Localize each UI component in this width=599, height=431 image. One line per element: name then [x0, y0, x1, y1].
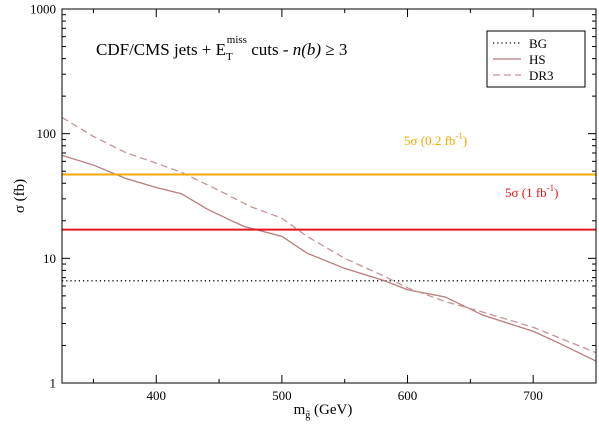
- y-tick-label: 1000: [30, 2, 56, 17]
- legend-label-hs: HS: [529, 52, 546, 67]
- axes-layer: 400 500 600 700 1 10 100 1000 mg̃ (GeV) σ (fb): [12, 2, 597, 421]
- series-layer: [62, 116, 596, 362]
- series-hs-line: [62, 154, 596, 362]
- title-layer: CDF/CMS jets + ETmiss cuts - n(b) ≥ 3: [96, 34, 347, 63]
- series-dr3-line: [62, 116, 596, 354]
- reference-line-2-label: 5σ (1 fb-1): [505, 183, 559, 200]
- y-tick-label: 10: [43, 251, 56, 266]
- x-tick-label: 500: [272, 388, 292, 403]
- y-tick-label: 100: [37, 126, 57, 141]
- legend-label-dr3: DR3: [529, 68, 554, 83]
- x-tick-label: 700: [523, 388, 543, 403]
- x-tick-label: 400: [146, 388, 166, 403]
- reference-line-1-label: 5σ (0.2 fb-1): [404, 131, 467, 148]
- chart-title: CDF/CMS jets + ETmiss cuts - n(b) ≥ 3: [96, 34, 347, 63]
- y-tick-label: 1: [50, 376, 57, 391]
- plot-frame: [61, 8, 597, 384]
- legend-label-bg: BG: [529, 36, 547, 51]
- x-axis-label: mg̃ (GeV): [294, 402, 353, 421]
- reference-lines-layer: 5σ (0.2 fb-1) 5σ (1 fb-1): [62, 131, 596, 231]
- y-axis-label: σ (fb): [12, 179, 28, 213]
- x-tick-label: 600: [398, 388, 418, 403]
